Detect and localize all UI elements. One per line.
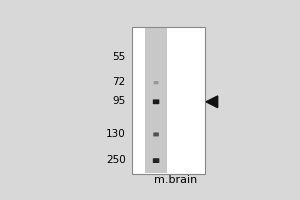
Text: 130: 130	[106, 129, 126, 139]
Text: 95: 95	[112, 96, 126, 106]
FancyBboxPatch shape	[153, 99, 159, 104]
Text: 55: 55	[112, 52, 126, 62]
FancyBboxPatch shape	[153, 132, 159, 136]
Polygon shape	[206, 96, 218, 108]
FancyBboxPatch shape	[145, 28, 167, 173]
FancyBboxPatch shape	[154, 81, 158, 84]
Text: m.brain: m.brain	[154, 175, 197, 185]
FancyBboxPatch shape	[132, 27, 205, 174]
FancyBboxPatch shape	[153, 158, 159, 163]
Text: 250: 250	[106, 155, 126, 165]
Text: 72: 72	[112, 77, 126, 87]
